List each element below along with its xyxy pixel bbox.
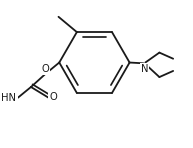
Text: O: O: [42, 64, 49, 74]
Text: O: O: [49, 92, 57, 102]
Text: HN: HN: [1, 93, 16, 103]
Text: N: N: [141, 64, 149, 74]
